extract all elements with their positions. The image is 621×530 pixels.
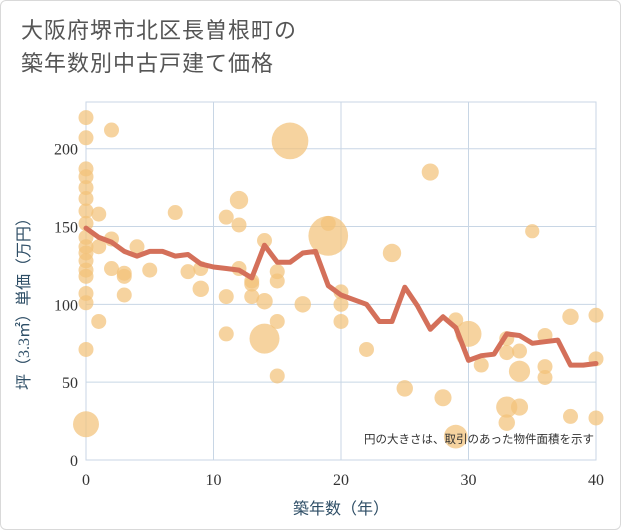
bubble-point	[78, 215, 94, 231]
trend-line	[83, 225, 599, 368]
bubble-point	[308, 216, 349, 256]
bubble-point	[218, 289, 234, 305]
bubble-series	[73, 110, 604, 449]
bubble-point	[382, 243, 402, 263]
bubble-point	[249, 323, 280, 354]
bubble-point	[498, 414, 515, 431]
bubble-point	[167, 205, 183, 221]
bubble-point	[271, 122, 309, 160]
bubble-point	[104, 261, 119, 277]
bubble-point	[563, 408, 578, 424]
bubble-point	[434, 389, 452, 407]
x-tick-label: 30	[461, 472, 477, 489]
y-tick-label: 200	[54, 142, 78, 159]
bubble-point	[333, 313, 349, 329]
bubble-point	[396, 380, 413, 397]
bubble-point	[78, 295, 94, 311]
bubble-point	[588, 307, 604, 323]
bubble-point	[443, 424, 468, 449]
bubble-point	[269, 273, 285, 289]
bubble-point	[78, 130, 94, 146]
bubble-point	[218, 326, 234, 342]
x-tick-label: 40	[588, 472, 604, 489]
bubble-point	[473, 357, 489, 373]
bubble-point	[218, 209, 234, 225]
x-axis-label: 築年数（年）	[293, 500, 389, 518]
x-tick-label: 0	[82, 472, 90, 489]
x-tick-label: 10	[206, 472, 222, 489]
bubble-point	[269, 368, 285, 384]
y-axis-label: 坪（3.3㎡）単価（万円）	[15, 210, 33, 390]
bubble-point	[116, 287, 132, 303]
bubble-point	[231, 217, 247, 233]
bubble-point	[512, 343, 527, 359]
bubble-point	[73, 411, 99, 438]
bubble-point	[180, 264, 196, 280]
bubble-point	[78, 191, 94, 207]
bubble-point	[562, 308, 579, 326]
bubble-point	[142, 262, 158, 278]
chart-title-line-1: 大阪府堺市北区長曽根町の	[21, 19, 298, 44]
axis-ticks: 0 10 20 30 40 0 50 100 150 200	[54, 142, 604, 489]
bubble-point	[294, 296, 311, 313]
bubble-point	[91, 313, 107, 329]
bubble-point	[129, 239, 145, 255]
chart-title: 大阪府堺市北区長曽根町の 築年数別中古戸建て価格	[21, 15, 441, 81]
bubble-point	[320, 215, 336, 231]
bubble-point	[499, 345, 515, 361]
bubble-point	[257, 233, 272, 249]
bubble-point	[510, 398, 529, 416]
bubble-point	[269, 313, 285, 329]
bubble-point	[78, 169, 94, 185]
bubble-point	[537, 370, 553, 386]
bubble-point	[244, 289, 260, 305]
bubble-point	[78, 180, 94, 196]
bubble-point	[256, 293, 273, 310]
bubble-point	[508, 360, 531, 382]
bubble-point	[537, 359, 553, 375]
bubble-point	[588, 410, 604, 426]
bubble-point	[421, 163, 439, 181]
bubble-point	[359, 341, 374, 357]
bubble-point	[525, 224, 540, 239]
y-tick-label: 50	[62, 375, 78, 392]
bubble-point	[244, 276, 260, 292]
bubble-point	[78, 203, 94, 219]
bubble-point	[192, 280, 209, 297]
y-tick-label: 100	[54, 297, 78, 314]
y-tick-label: 0	[70, 453, 78, 470]
x-tick-label: 20	[333, 472, 349, 489]
y-tick-label: 150	[54, 220, 78, 237]
bubble-point	[78, 268, 94, 284]
bubble-point	[229, 190, 249, 210]
bubble-point	[78, 110, 94, 126]
size-note: 円の大きさは、取引のあった物件面積を示す	[364, 432, 594, 446]
bubble-point	[78, 341, 94, 357]
bubble-point	[496, 396, 518, 418]
bubble-point	[104, 122, 119, 138]
bubble-point	[333, 296, 349, 312]
bubble-point	[91, 239, 107, 255]
bubble-point	[91, 206, 107, 222]
chart-title-line-2: 築年数別中古戸建て価格	[21, 52, 275, 77]
bubble-point	[116, 268, 132, 284]
